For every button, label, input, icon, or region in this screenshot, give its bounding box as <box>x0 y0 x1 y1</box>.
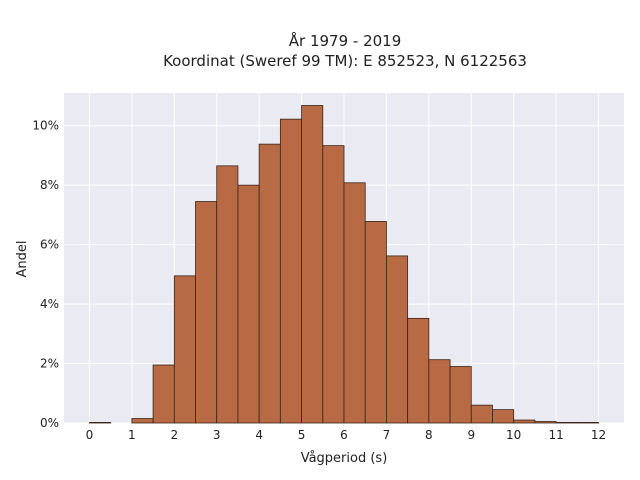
histogram-bar <box>216 165 239 424</box>
histogram-bar <box>555 422 578 424</box>
x-tick-label: 10 <box>506 428 521 442</box>
x-tick-label: 5 <box>298 428 306 442</box>
histogram-bar <box>449 366 472 424</box>
x-axis-ticks: 0 1 2 3 4 5 6 7 8 9 10 11 12 <box>86 428 607 442</box>
histogram-bar <box>89 422 112 424</box>
x-tick-label: 7 <box>383 428 391 442</box>
histogram-bar <box>407 317 430 424</box>
histogram-bar <box>173 275 196 424</box>
y-tick-label: 0% <box>40 416 59 430</box>
x-tick-label: 6 <box>340 428 348 442</box>
histogram-bar <box>470 404 493 424</box>
histogram-bar <box>534 421 557 424</box>
x-tick-label: 2 <box>170 428 178 442</box>
y-axis-label: Andel <box>15 241 30 278</box>
histogram-bar <box>195 201 218 424</box>
y-tick-label: 10% <box>32 119 59 133</box>
histogram-bar <box>364 221 387 424</box>
y-tick-label: 6% <box>40 238 59 252</box>
histogram-bar <box>343 182 366 424</box>
histogram-bar <box>237 184 260 424</box>
histogram-bar <box>301 105 324 424</box>
histogram-bar <box>576 422 599 424</box>
bars <box>89 105 599 424</box>
histogram-bar <box>279 118 302 424</box>
x-tick-label: 8 <box>425 428 433 442</box>
chart-title-line1: År 1979 - 2019 <box>289 31 402 50</box>
histogram-bar <box>492 409 515 424</box>
histogram-bar <box>152 364 175 424</box>
histogram-bar <box>513 419 536 424</box>
x-tick-label: 4 <box>255 428 263 442</box>
histogram-bar <box>258 143 281 424</box>
histogram-bar <box>386 255 409 424</box>
x-tick-label: 1 <box>128 428 136 442</box>
y-tick-label: 2% <box>40 357 59 371</box>
x-tick-label: 3 <box>213 428 221 442</box>
histogram-bar <box>322 145 345 424</box>
x-tick-label: 9 <box>467 428 475 442</box>
histogram-bar <box>131 418 154 424</box>
x-tick-label: 11 <box>548 428 563 442</box>
x-tick-label: 12 <box>591 428 606 442</box>
chart-title-line2: Koordinat (Sweref 99 TM): E 852523, N 61… <box>163 52 527 70</box>
x-axis-label: Vågperiod (s) <box>301 451 388 466</box>
histogram-bar <box>428 359 451 424</box>
x-tick-label: 0 <box>86 428 94 442</box>
y-tick-label: 4% <box>40 297 59 311</box>
y-tick-label: 8% <box>40 178 59 192</box>
y-axis-ticks: 0% 2% 4% 6% 8% 10% <box>32 119 59 430</box>
